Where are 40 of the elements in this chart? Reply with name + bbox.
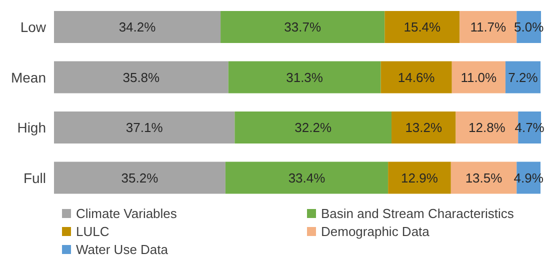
data-label: 37.1% <box>126 120 164 136</box>
data-label: 31.3% <box>286 70 324 85</box>
bar <box>220 11 385 44</box>
data-label: 11.0% <box>460 70 498 85</box>
legend-label: Climate Variables <box>76 206 177 220</box>
data-label: 15.4% <box>404 20 442 35</box>
bar <box>452 61 506 94</box>
bar <box>388 162 451 194</box>
data-label: 34.2% <box>118 20 156 35</box>
bar <box>384 11 460 44</box>
legend-label: Demographic Data <box>321 224 430 238</box>
bar <box>54 11 221 44</box>
legend-label: LULC <box>76 224 110 238</box>
bar <box>228 61 381 94</box>
bar <box>225 162 388 194</box>
data-label: 14.6% <box>398 70 436 85</box>
bar <box>380 61 452 94</box>
data-label: 35.8% <box>122 70 160 85</box>
bar <box>391 112 456 144</box>
bar <box>54 61 228 94</box>
bar <box>234 112 392 144</box>
data-label: 35.2% <box>121 170 159 186</box>
y-tick-label: High <box>17 120 46 136</box>
data-label: 13.5% <box>465 170 503 186</box>
data-label: 12.8% <box>468 120 506 136</box>
data-label: 13.2% <box>405 120 442 136</box>
data-label: 32.2% <box>294 120 332 136</box>
y-tick-label: Full <box>23 170 46 186</box>
legend-label: Basin and Stream Characteristics <box>321 206 514 220</box>
data-label: 7.2% <box>508 70 538 85</box>
y-tick-label: Low <box>20 19 47 36</box>
data-label: 11.7% <box>470 20 507 35</box>
legend-label: Water Use Data <box>76 242 168 256</box>
bar <box>54 112 235 144</box>
data-label: 33.7% <box>284 20 322 35</box>
bar <box>505 61 541 94</box>
y-tick-label: Mean <box>10 69 46 86</box>
bar <box>54 162 226 194</box>
data-label: 12.9% <box>401 170 438 186</box>
data-label: 33.4% <box>288 170 326 186</box>
